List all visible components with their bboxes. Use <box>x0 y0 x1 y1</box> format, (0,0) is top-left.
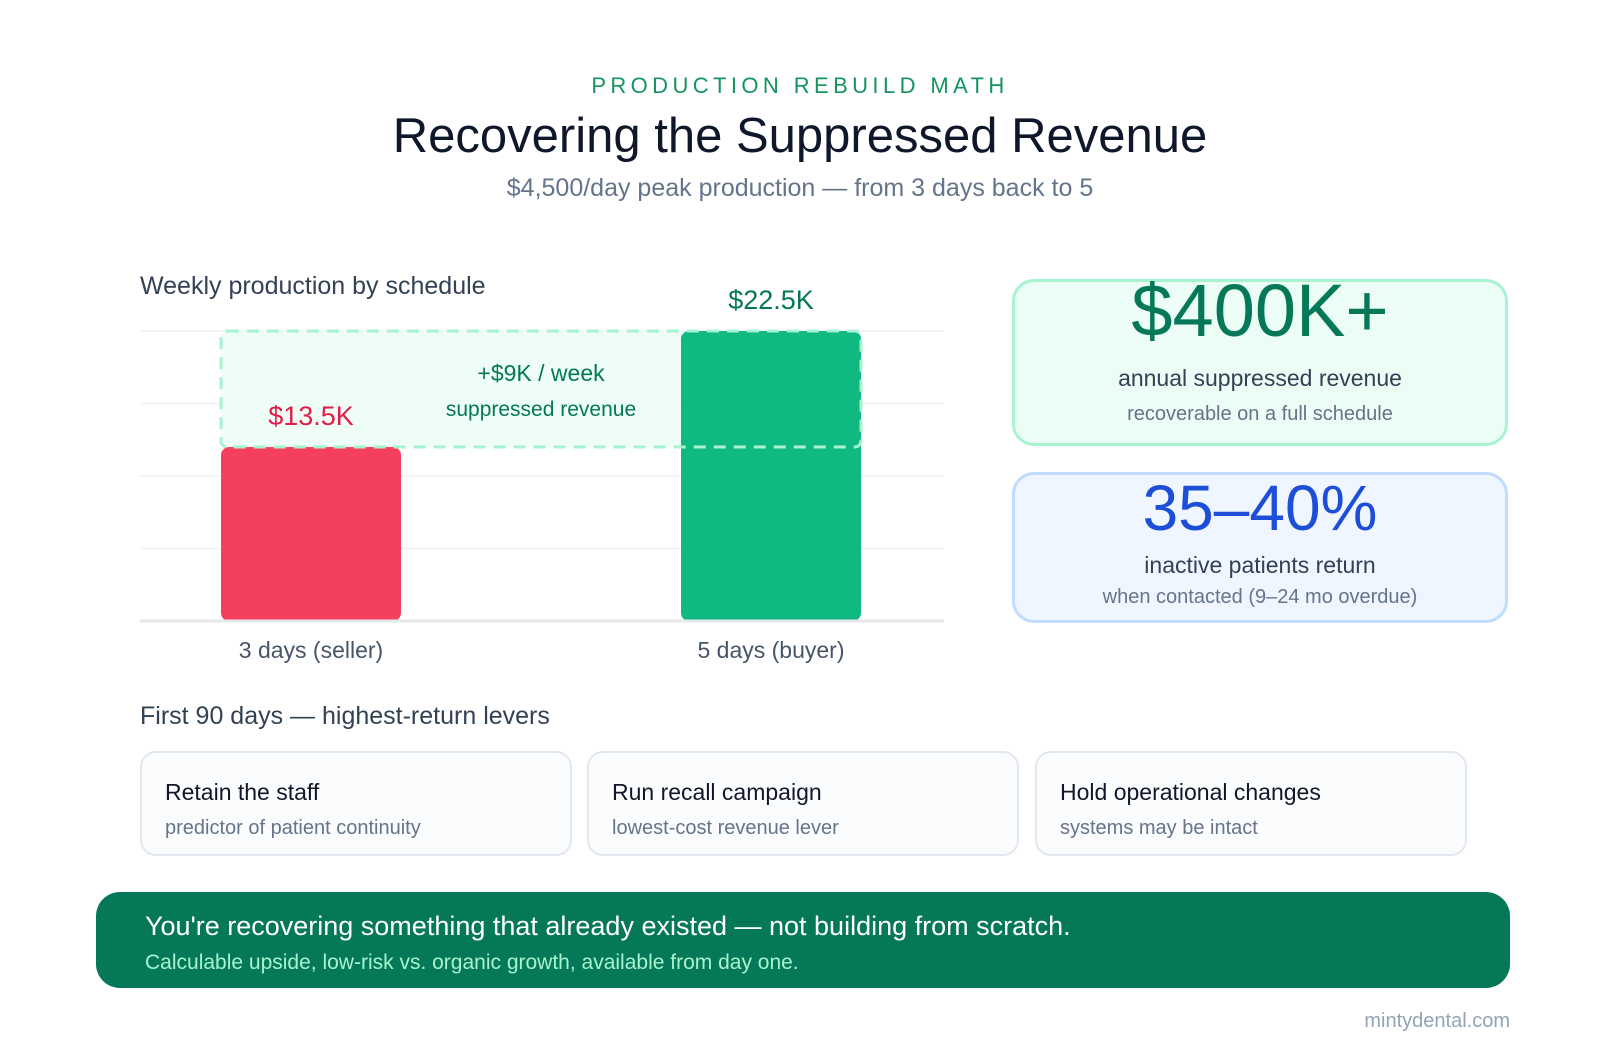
stat-value: 35–40% <box>1142 472 1378 544</box>
chart-title: Weekly production by schedule <box>140 272 486 300</box>
stat-value: $400K+ <box>1131 269 1389 352</box>
banner-headline: You're recovering something that already… <box>145 911 1071 941</box>
bar-value-label: $13.5K <box>268 401 354 431</box>
suppressed-band-outline <box>219 329 863 449</box>
stat-card-inactive-patients: 35–40% inactive patients return when con… <box>1012 472 1508 623</box>
stat-sublabel: when contacted (9–24 mo overdue) <box>1102 586 1418 608</box>
lever-title: Run recall campaign <box>612 779 822 805</box>
stat-sublabel: recoverable on a full schedule <box>1127 403 1393 425</box>
levers-heading: First 90 days — highest-return levers <box>140 702 550 730</box>
eyebrow: PRODUCTION REBUILD MATH <box>591 73 1009 98</box>
annotation-caption: suppressed revenue <box>446 398 636 421</box>
lever-card-recall-campaign: Run recall campaign lowest-cost revenue … <box>587 751 1019 856</box>
takeaway-banner: You're recovering something that already… <box>96 892 1510 988</box>
bar-value-label: $22.5K <box>728 285 814 315</box>
bar-chart: $13.5K $22.5K 3 days (seller) 5 days (buyer… <box>140 285 944 663</box>
annotation-delta-label: +$9K / week <box>477 360 605 386</box>
x-tick-label: 5 days (buyer) <box>697 637 844 663</box>
page-title: Recovering the Suppressed Revenue <box>392 109 1208 163</box>
bar <box>681 331 861 621</box>
footer-domain: mintydental.com <box>1364 1010 1510 1032</box>
stat-label: annual suppressed revenue <box>1118 365 1402 391</box>
lever-title: Retain the staff <box>165 779 320 805</box>
x-tick-label: 3 days (seller) <box>239 637 383 663</box>
page-subtitle: $4,500/day peak production — from 3 days… <box>506 174 1094 202</box>
stat-label: inactive patients return <box>1144 552 1376 578</box>
stat-card-annual-revenue: $400K+ annual suppressed revenue recover… <box>1012 269 1508 446</box>
lever-subtitle: lowest-cost revenue lever <box>612 817 839 839</box>
lever-card-retain-staff: Retain the staff predictor of patient co… <box>140 751 572 856</box>
lever-subtitle: predictor of patient continuity <box>165 817 421 839</box>
banner-subtext: Calculable upside, low-risk vs. organic … <box>145 951 799 974</box>
lever-card-hold-changes: Hold operational changes systems may be … <box>1035 751 1467 856</box>
lever-subtitle: systems may be intact <box>1060 817 1258 839</box>
bar <box>221 447 401 621</box>
lever-title: Hold operational changes <box>1060 779 1321 805</box>
